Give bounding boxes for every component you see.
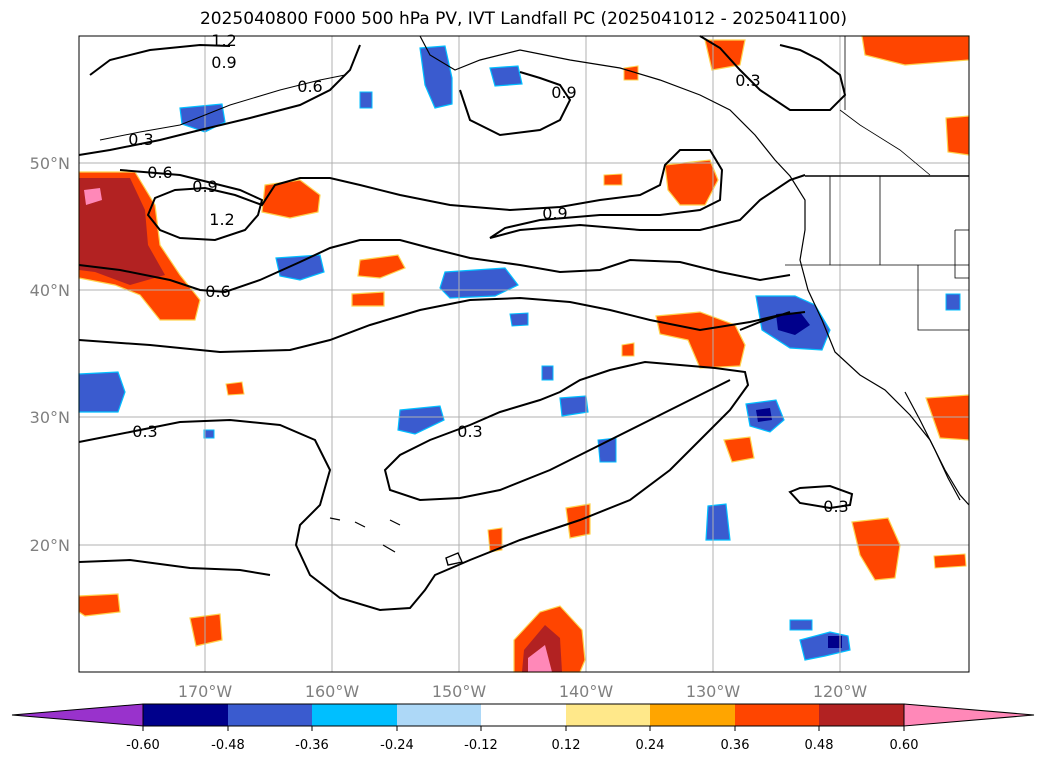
contour-label: 0.9	[551, 83, 576, 102]
map-frame	[78, 35, 970, 673]
colorbar-tick-label: 0.48	[805, 738, 834, 753]
negative-anomaly-2	[489, 65, 523, 87]
lat-label-40n: 40°N	[30, 281, 70, 300]
colorbar: -0.60 -0.48 -0.36 -0.24 -0.12 0.12 0.24 …	[11, 703, 1035, 753]
colorbar-segment	[566, 704, 650, 726]
negative-anomaly-18	[945, 293, 961, 311]
map-background	[79, 36, 969, 672]
colorbar-tick-label: 0.60	[890, 738, 919, 753]
contour-label: 1.2	[209, 210, 234, 229]
negative-anomaly-11	[541, 365, 554, 381]
lon-label-170w: 170°W	[178, 682, 233, 701]
colorbar-ticks	[142, 726, 905, 731]
colorbar-tick-label: -0.48	[211, 738, 245, 753]
positive-anomaly-18	[189, 613, 223, 647]
contour-label: 0.3	[735, 71, 760, 90]
positive-anomaly-20	[621, 342, 635, 357]
lon-label-140w: 140°W	[559, 682, 614, 701]
contour-label: 0.3	[823, 497, 848, 516]
negative-anomaly-10	[559, 395, 589, 417]
lon-label-120w: 120°W	[813, 682, 868, 701]
positive-anomaly-19-peak	[528, 645, 552, 672]
positive-anomaly-5	[664, 159, 719, 206]
positive-anomaly-14	[933, 553, 967, 569]
colorbar-segment	[819, 704, 904, 726]
negative-anomaly-16-core	[828, 636, 842, 648]
negative-anomaly-15	[705, 503, 731, 541]
pv-contours	[78, 35, 854, 612]
negative-anomaly-14-core	[756, 408, 772, 422]
positive-anomaly-21	[623, 65, 639, 81]
contour-labels: 1.2 0.9 0.6 0.3 0.9 0.9 0.6 0.9 1.2 0.6 …	[128, 31, 848, 516]
negative-anomaly-4	[359, 91, 373, 109]
negative-anomaly-7	[509, 312, 529, 327]
positive-anomaly-17	[78, 593, 121, 617]
colorbar-segment	[312, 704, 397, 726]
negative-anomaly-9	[397, 405, 445, 435]
positive-anomaly-13	[851, 517, 901, 581]
colorbar-segment	[650, 704, 735, 726]
positive-anomaly-10	[945, 115, 970, 156]
lat-label-30n: 30°N	[30, 408, 70, 427]
lat-label-20n: 20°N	[30, 536, 70, 555]
contour-label: 1.2	[211, 31, 236, 50]
lat-label-50n: 50°N	[30, 154, 70, 173]
positive-anomaly-1	[261, 179, 321, 219]
colorbar-segment	[735, 704, 819, 726]
colorbar-tick-label: -0.60	[126, 738, 160, 753]
coastlines	[99, 35, 970, 566]
negative-anomaly-13-core	[776, 312, 810, 335]
negative-anomaly-19	[203, 429, 215, 439]
contour-label: 0.6	[205, 282, 230, 301]
positive-anomaly-2	[357, 254, 406, 279]
contour-label: 0.6	[147, 163, 172, 182]
colorbar-tick-label: -0.24	[380, 738, 414, 753]
colorbar-outline	[142, 703, 905, 727]
colorbar-segment	[481, 704, 566, 726]
contour-label: 0.3	[128, 130, 153, 149]
positive-anomaly-west-peak	[84, 188, 102, 205]
colorbar-tick-label: 0.36	[721, 738, 750, 753]
contour-label: 0.9	[542, 204, 567, 223]
contour-label: 0.9	[211, 53, 236, 72]
colorbar-extend-high	[903, 703, 1035, 727]
chart-title: 2025040800 F000 500 hPa PV, IVT Landfall…	[199, 9, 847, 29]
positive-anomaly-8	[704, 39, 746, 71]
positive-anomaly-12	[723, 436, 755, 463]
lon-label-150w: 150°W	[432, 682, 487, 701]
colorbar-tick-label: 0.24	[636, 738, 665, 753]
lon-label-160w: 160°W	[305, 682, 360, 701]
colorbar-tick-label: -0.12	[464, 738, 498, 753]
colorbar-segment	[397, 704, 481, 726]
colorbar-tick-label: 0.12	[552, 738, 581, 753]
negative-anomaly-17	[789, 619, 813, 631]
colorbar-tick-label: -0.36	[295, 738, 329, 753]
contour-label: 0.3	[132, 422, 157, 441]
colorbar-extend-low	[11, 703, 144, 727]
shaded-fields	[78, 35, 970, 673]
contour-label: 0.9	[192, 177, 217, 196]
longitude-labels: 170°W 160°W 150°W 140°W 130°W 120°W	[178, 682, 868, 701]
contour-label: 0.6	[297, 77, 322, 96]
colorbar-segment	[228, 704, 312, 726]
lon-label-130w: 130°W	[686, 682, 741, 701]
contour-label: 0.3	[457, 422, 482, 441]
latitude-labels: 50°N 40°N 30°N 20°N	[30, 154, 70, 555]
positive-anomaly-west-core	[79, 178, 165, 285]
colorbar-segment	[143, 704, 228, 726]
graticule	[79, 36, 969, 672]
positive-anomaly-6	[603, 173, 623, 186]
negative-anomaly-1	[419, 45, 453, 109]
positive-anomaly-4	[225, 381, 245, 396]
negative-anomaly-8	[78, 371, 126, 413]
positive-anomaly-3	[351, 291, 385, 307]
